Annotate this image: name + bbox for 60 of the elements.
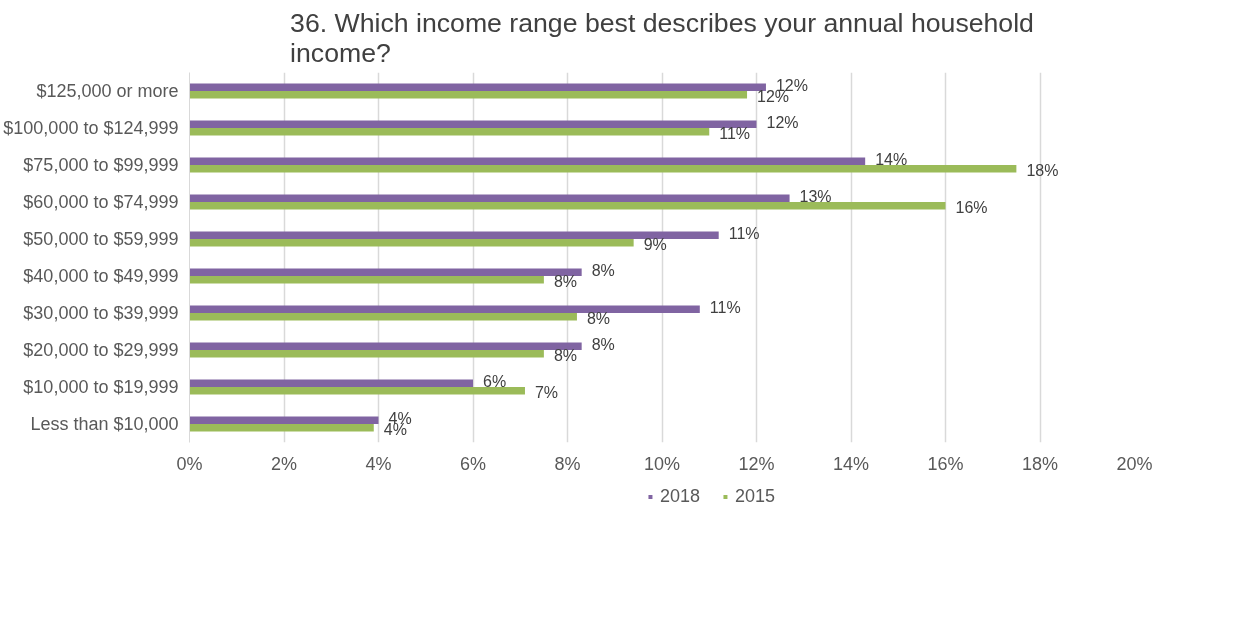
y-tick-label: Less than $10,000 (30, 414, 179, 434)
x-tick-label: 2% (270, 453, 298, 474)
data-label: 18% (1026, 162, 1059, 180)
bar (189, 120, 757, 128)
y-tick-label: $125,000 or more (36, 81, 179, 101)
bar (189, 379, 473, 387)
bar (189, 194, 790, 202)
y-tick-label: $40,000 to $49,999 (23, 266, 179, 286)
data-label: 11% (719, 125, 751, 143)
data-label: 12% (766, 113, 799, 131)
data-label: 14% (875, 150, 908, 168)
x-tick-label: 0% (176, 453, 203, 474)
x-tick-label: 10% (643, 453, 681, 474)
data-label: 6% (483, 372, 507, 390)
data-label: 16% (955, 199, 988, 217)
data-label: 13% (799, 187, 832, 205)
y-tick-label: $20,000 to $29,999 (23, 340, 179, 360)
bar (189, 239, 634, 247)
chart-title: 36. Which income range best describes your annual household income? (290, 7, 1034, 68)
x-tick-label: 4% (365, 453, 392, 474)
bar (189, 202, 946, 210)
x-tick-label: 20% (1116, 453, 1153, 474)
x-tick-label: 14% (832, 453, 870, 474)
y-tick-label: $10,000 to $19,999 (23, 377, 179, 397)
x-tick-label: 8% (554, 453, 581, 474)
bar (189, 128, 710, 136)
data-label: 11% (709, 298, 741, 316)
x-tick-label: 18% (1021, 453, 1059, 474)
bar (189, 342, 582, 350)
y-tick-label: $60,000 to $74,999 (23, 192, 179, 212)
bar (189, 387, 525, 395)
y-tick-label: $50,000 to $59,999 (23, 229, 179, 249)
bar (189, 83, 766, 91)
bar (189, 350, 544, 358)
y-tick-label: $100,000 to $124,999 (3, 118, 179, 138)
data-label: 11% (728, 224, 760, 242)
legend-label: 2018 (659, 485, 700, 507)
bar (189, 268, 582, 276)
bar (189, 157, 866, 165)
x-tick-label: 12% (738, 453, 775, 474)
bar (189, 91, 748, 99)
y-tick-label: $30,000 to $39,999 (23, 303, 179, 323)
data-label: 9% (643, 236, 667, 254)
data-label: 8% (591, 335, 615, 353)
bar (189, 424, 374, 432)
bar (189, 276, 544, 284)
data-label: 8% (553, 273, 577, 291)
bar (189, 305, 700, 313)
bar (189, 313, 577, 321)
bar (189, 416, 379, 424)
y-tick-label: $75,000 to $99,999 (23, 155, 179, 175)
data-label: 8% (553, 347, 577, 365)
data-label: 7% (534, 384, 559, 402)
data-label: 8% (591, 261, 615, 279)
bar (189, 165, 1017, 173)
x-tick-label: 6% (459, 453, 487, 474)
legend-label: 2015 (735, 485, 776, 507)
data-label: 8% (586, 310, 611, 328)
bar (189, 231, 719, 239)
x-tick-label: 16% (927, 453, 964, 474)
